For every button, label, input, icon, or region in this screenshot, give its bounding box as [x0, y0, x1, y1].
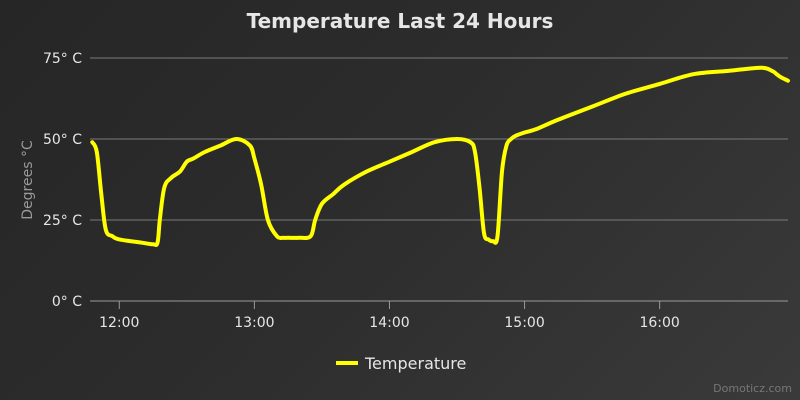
- series-line-temperature[interactable]: [90, 65, 790, 247]
- y-tick-label: 75° C: [43, 51, 82, 67]
- y-axis-ticks: 0° C 25° C 50° C 75° C: [43, 51, 82, 310]
- gridlines: [90, 57, 788, 302]
- x-tick-label: 12:00: [99, 315, 139, 331]
- credit-text[interactable]: Domoticz.com: [713, 382, 792, 395]
- x-tick-label: 16:00: [639, 315, 679, 331]
- y-tick-label: 50° C: [43, 132, 82, 148]
- x-tick-label: 14:00: [369, 315, 409, 331]
- chart-title: Temperature Last 24 Hours: [247, 9, 554, 33]
- x-axis-ticks: 12:00 13:00 14:00 15:00 16:00: [99, 301, 680, 331]
- legend-label-temperature[interactable]: Temperature: [364, 354, 466, 373]
- y-tick-label: 25° C: [43, 213, 82, 229]
- y-axis-label: Degrees °C: [20, 140, 36, 220]
- legend[interactable]: Temperature: [336, 354, 466, 373]
- series-group: [90, 65, 790, 247]
- y-tick-label: 0° C: [52, 294, 82, 310]
- x-tick-label: 13:00: [234, 315, 274, 331]
- x-tick-label: 15:00: [504, 315, 544, 331]
